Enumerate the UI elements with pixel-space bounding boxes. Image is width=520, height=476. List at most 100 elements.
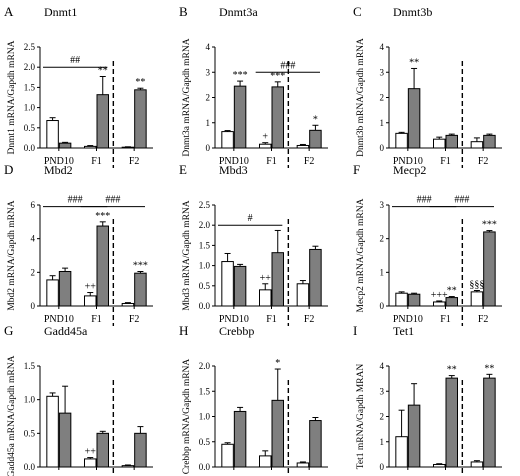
- panel-h: H Crebbp Crebbp mRNA/Gapdh mRNA 0.0 0.5 1.0 1.…: [179, 323, 328, 476]
- bar: [121, 465, 135, 468]
- y-tick-label: 3: [380, 386, 385, 396]
- bar: [309, 248, 322, 307]
- x-tick-label: PND10: [44, 156, 74, 167]
- bar: [433, 138, 446, 149]
- y-tick-label: 4: [380, 42, 385, 52]
- x-tick-label: F1: [91, 156, 102, 167]
- y-axis-label: Gadd45a mRNA/Gapdh mRNA: [7, 355, 17, 476]
- bar: [395, 292, 408, 307]
- bar: [445, 377, 458, 468]
- bar: [271, 399, 284, 468]
- bar: [96, 432, 109, 468]
- x-tick-label: F2: [129, 156, 140, 167]
- bar: [46, 279, 59, 307]
- panel-letter: I: [353, 323, 357, 338]
- x-tick-label: F2: [478, 156, 489, 167]
- significance-mark: **: [484, 363, 494, 374]
- bar: [296, 144, 310, 149]
- y-tick-label: 4: [31, 234, 36, 244]
- bar: [58, 412, 72, 468]
- bar: [84, 145, 97, 149]
- y-tick-label: 1.5: [199, 386, 211, 396]
- x-tick-label: F1: [440, 156, 451, 167]
- x-tick-label: F2: [304, 156, 315, 167]
- bar: [433, 463, 446, 468]
- bar: [445, 134, 458, 149]
- bar: [445, 297, 458, 307]
- bar: [271, 252, 284, 307]
- y-tick-label: 2.5: [199, 200, 211, 210]
- significance-mark: **: [447, 365, 457, 376]
- bar: [96, 94, 109, 149]
- bar: [470, 291, 484, 307]
- y-axis-label: Dnmt1 mRNA/Gapdh mRNA: [7, 40, 17, 154]
- bar: [483, 134, 496, 149]
- panel-title: Dnmt1: [44, 5, 77, 19]
- y-tick-label: 0: [380, 301, 385, 311]
- significance-mark: ++: [85, 447, 97, 458]
- y-tick-label: 1.0: [199, 412, 211, 422]
- significance-mark: ***: [95, 211, 110, 222]
- panel-title: Mbd2: [44, 163, 73, 177]
- y-tick-label: 2.0: [199, 361, 211, 371]
- y-tick-label: 1.5: [24, 361, 36, 371]
- bar: [46, 395, 59, 468]
- bar: [470, 461, 484, 468]
- y-tick-label: 3: [380, 200, 385, 210]
- y-tick-label: 1.5: [199, 240, 211, 250]
- panel-a: A Dnmt1 Dnmt1 mRNA/Gapdh mRNA 0.0 0.5 1.0 1.5 2…: [4, 4, 153, 168]
- bar: [84, 295, 97, 307]
- significance-mark: ***: [270, 71, 285, 82]
- bar: [233, 85, 247, 149]
- y-tick-label: 0.5: [24, 428, 36, 438]
- significance-mark: ***: [482, 220, 497, 231]
- y-tick-label: 1: [380, 437, 385, 447]
- bar: [271, 86, 284, 149]
- y-axis-label: Tet1 mRNA/Gapdh MRAN: [356, 364, 366, 470]
- significance-mark: **: [409, 57, 419, 68]
- y-tick-label: 0.0: [199, 462, 211, 472]
- significance-mark: *: [313, 114, 318, 125]
- significance-mark: **: [447, 286, 457, 297]
- y-tick-label: 0.5: [24, 123, 36, 133]
- significance-mark: §§§: [469, 280, 484, 291]
- y-tick-label: 2: [380, 412, 385, 422]
- bar: [58, 270, 72, 307]
- bar: [259, 455, 272, 468]
- bar: [309, 420, 322, 468]
- panel-title: Gadd45a: [44, 324, 88, 338]
- y-tick-label: 0.5: [199, 437, 211, 447]
- panel-f: F Mecp2 Mecp2 mRNA/Gapdh mRNA 0 1 2 3 PND10 F1 F2…: [353, 162, 502, 326]
- y-tick-label: 2.0: [199, 220, 211, 230]
- bracket-label: ###: [105, 195, 120, 206]
- x-tick-label: PND10: [219, 314, 249, 325]
- panel-g: G Gadd45a Gadd45a mRNA/Gapdh mRNA 0.0 0.5 1.0…: [4, 323, 153, 476]
- bar: [395, 436, 408, 468]
- significance-mark: ***: [233, 70, 248, 81]
- y-tick-label: 0.0: [24, 143, 36, 153]
- x-tick-label: F2: [129, 314, 140, 325]
- bar: [134, 432, 147, 468]
- y-tick-label: 2: [31, 267, 36, 277]
- bar: [58, 142, 72, 149]
- bar: [259, 289, 272, 307]
- panel-e: E Mbd3 Mbd3 mRNA/Gapdh mRNA 0.0 0.5 1.0 1.5 2.0…: [179, 162, 328, 326]
- y-tick-label: 1.0: [199, 261, 211, 271]
- bracket-label: ###: [68, 195, 83, 206]
- x-tick-label: F1: [440, 314, 451, 325]
- bar: [121, 146, 135, 149]
- x-tick-label: F1: [266, 314, 277, 325]
- significance-mark: *: [275, 358, 280, 369]
- bracket-label: ##: [70, 55, 80, 66]
- panel-title: Mecp2: [393, 163, 426, 177]
- bar: [221, 131, 234, 149]
- bar: [407, 88, 421, 149]
- x-tick-label: PND10: [393, 156, 423, 167]
- panel-title: Crebbp: [219, 324, 254, 338]
- significance-mark: +++: [431, 290, 448, 301]
- x-tick-label: PND10: [393, 314, 423, 325]
- y-tick-label: 1: [206, 118, 211, 128]
- bracket-label: ###: [280, 60, 295, 71]
